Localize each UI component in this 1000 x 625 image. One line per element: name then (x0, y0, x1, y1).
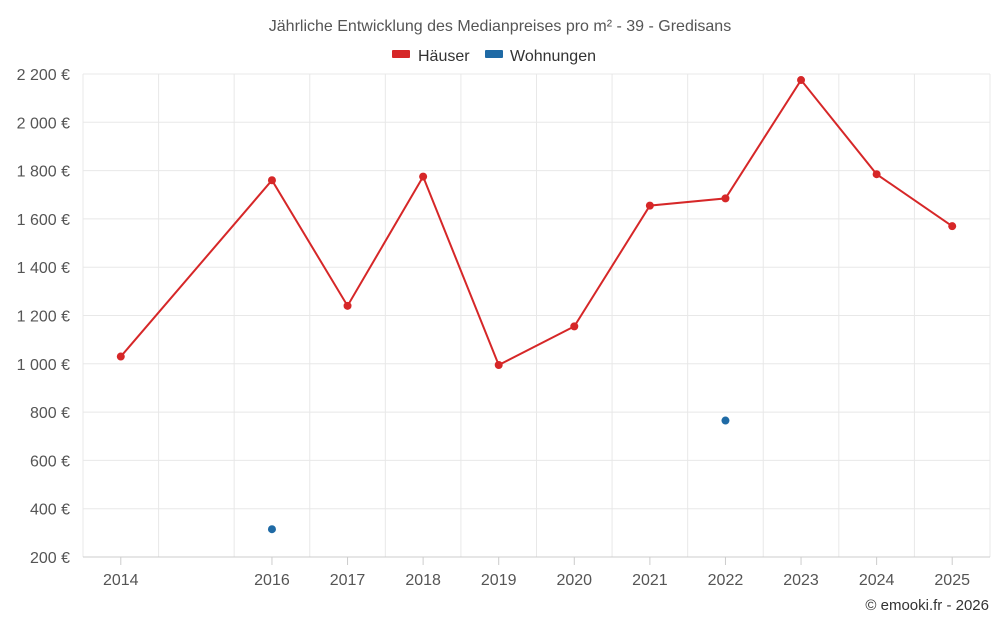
data-point[interactable] (419, 172, 428, 181)
series-haeuser (116, 76, 957, 370)
data-point[interactable] (721, 194, 730, 203)
data-point[interactable] (116, 352, 125, 361)
x-tick-label: 2023 (783, 572, 819, 589)
legend-swatch-haeuser (392, 50, 410, 58)
data-point[interactable] (494, 361, 503, 370)
x-tick-label: 2024 (859, 572, 895, 589)
x-tick-label: 2021 (632, 572, 668, 589)
credit-text: © emooki.fr - 2026 (865, 597, 989, 614)
y-tick-label: 1 600 € (17, 212, 70, 229)
x-tick-label: 2017 (330, 572, 366, 589)
y-tick-label: 200 € (30, 550, 70, 567)
x-tick-label: 2020 (556, 572, 592, 589)
y-tick-label: 600 € (30, 453, 70, 470)
data-point[interactable] (267, 525, 276, 534)
y-tick-label: 1 400 € (17, 260, 70, 277)
plot-area (116, 76, 957, 534)
x-tick-label: 2022 (708, 572, 744, 589)
data-point[interactable] (343, 301, 352, 310)
data-point[interactable] (267, 176, 276, 185)
chart-title: Jährliche Entwicklung des Medianpreises … (269, 18, 731, 35)
legend-item-haeuser[interactable]: Häuser (392, 48, 470, 65)
grid (82, 73, 991, 558)
y-tick-label: 2 000 € (17, 115, 70, 132)
y-tick-label: 400 € (30, 502, 70, 519)
data-point[interactable] (872, 170, 881, 179)
y-tick-label: 800 € (30, 405, 70, 422)
x-tick-label: 2018 (405, 572, 441, 589)
x-tick-label: 2025 (934, 572, 970, 589)
legend-label-haeuser: Häuser (418, 48, 470, 65)
x-tick-label: 2016 (254, 572, 290, 589)
legend: Häuser Wohnungen (392, 48, 596, 65)
x-tick-label: 2014 (103, 572, 139, 589)
x-axis: 2014 2016 2017 2018 2019 2020 2021 2022 2023 2024… (83, 556, 990, 589)
y-axis: 200 € 400 € 600 € 800 € 1 000 € 1 200 € 1 400 … (17, 67, 70, 567)
data-point[interactable] (570, 322, 579, 331)
y-tick-label: 2 200 € (17, 67, 70, 84)
x-tick-label: 2019 (481, 572, 517, 589)
data-point[interactable] (948, 222, 957, 231)
y-tick-label: 1 000 € (17, 357, 70, 374)
y-tick-label: 1 200 € (17, 309, 70, 326)
data-point[interactable] (645, 201, 654, 210)
data-point[interactable] (721, 416, 730, 425)
y-tick-label: 1 800 € (17, 164, 70, 181)
series-wohnungen (267, 416, 730, 534)
legend-swatch-wohnungen (485, 50, 503, 58)
legend-label-wohnungen: Wohnungen (510, 48, 596, 65)
data-point[interactable] (797, 76, 806, 85)
legend-item-wohnungen[interactable]: Wohnungen (485, 48, 596, 65)
